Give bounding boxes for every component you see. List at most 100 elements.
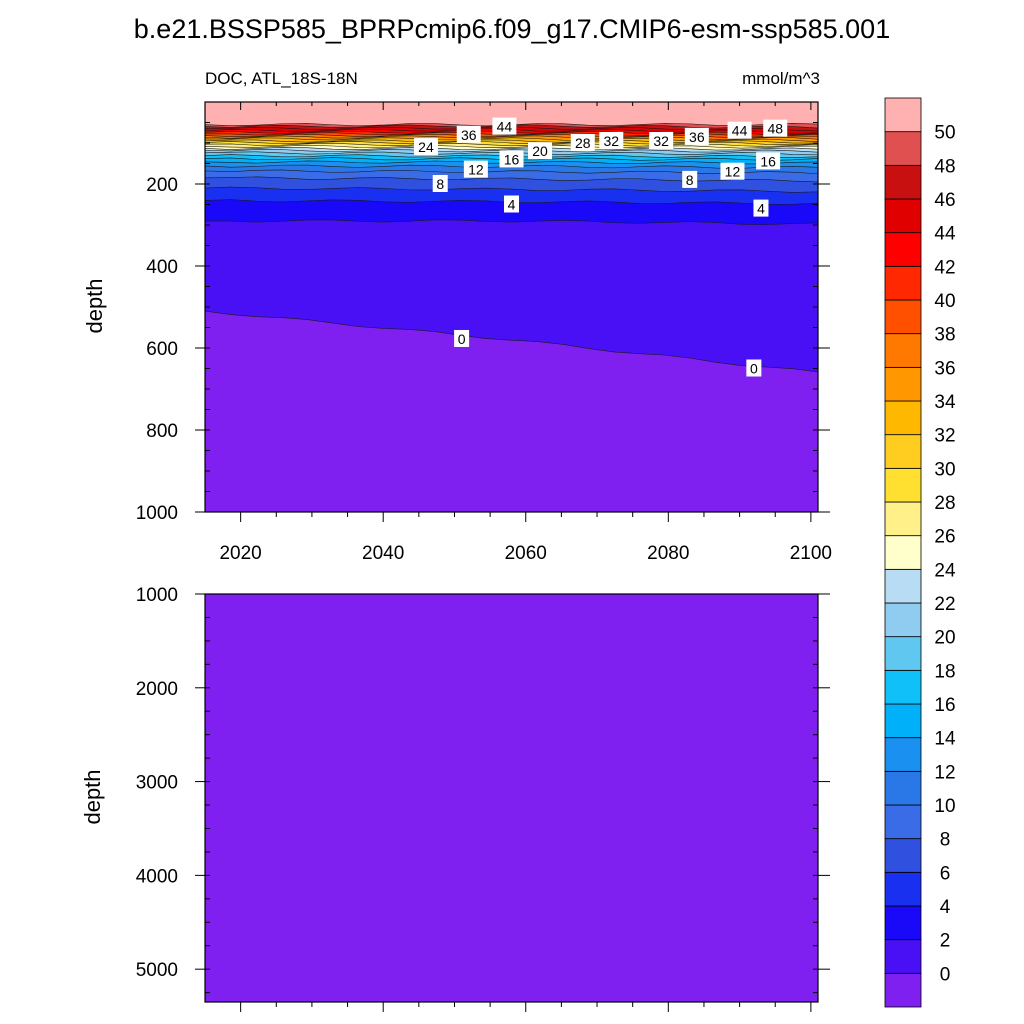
contour-label-text: 36 bbox=[461, 127, 477, 143]
lower-panel bbox=[204, 593, 819, 1003]
contour-label-box bbox=[456, 125, 481, 143]
contour-label: 4 bbox=[504, 195, 519, 213]
contour-label: 0 bbox=[454, 329, 470, 347]
colorbar-box bbox=[884, 905, 922, 941]
y-tick-label: 400 bbox=[146, 257, 178, 278]
colorbar-label: 36 bbox=[934, 358, 955, 379]
y-tick-label: 200 bbox=[146, 175, 178, 196]
colorbar-box bbox=[884, 164, 922, 200]
contour-label-box bbox=[528, 142, 553, 160]
colorbar-label: 6 bbox=[940, 863, 951, 884]
contour-label-box bbox=[570, 134, 595, 151]
contour-label-text: 4 bbox=[508, 197, 516, 213]
colorbar-label: 42 bbox=[934, 257, 955, 278]
contour-label: 44 bbox=[492, 117, 517, 135]
contour-label: 32 bbox=[649, 131, 674, 149]
contour-label: 8 bbox=[682, 170, 698, 188]
y-tick-label: 1000 bbox=[136, 503, 178, 524]
colorbar-label: 22 bbox=[934, 594, 955, 615]
contour-label-text: 32 bbox=[653, 133, 669, 149]
contour-label: 48 bbox=[763, 119, 788, 137]
contour-label: 28 bbox=[570, 134, 595, 151]
colorbar-label: 32 bbox=[934, 426, 955, 447]
contour-label-text: 8 bbox=[436, 176, 444, 192]
colorbar-label: 14 bbox=[934, 729, 956, 750]
colorbar-label: 4 bbox=[940, 897, 951, 918]
colorbar-label: 30 bbox=[934, 459, 955, 480]
contour-label-text: 8 bbox=[686, 172, 694, 188]
colorbar-box bbox=[884, 636, 922, 671]
colorbar-box bbox=[884, 871, 922, 907]
colorbar-label: 48 bbox=[934, 156, 955, 177]
colorbar-label: 24 bbox=[934, 560, 956, 581]
contour-label-text: 36 bbox=[689, 129, 705, 145]
contour-label: 16 bbox=[499, 150, 524, 168]
colorbar-box bbox=[884, 737, 922, 772]
colorbar-box bbox=[884, 568, 922, 604]
contour-label-text: 16 bbox=[504, 151, 520, 167]
contour-label-box bbox=[454, 329, 470, 347]
contour-label-box bbox=[763, 119, 788, 137]
colorbar-box bbox=[884, 97, 922, 133]
contour-label-box bbox=[753, 199, 769, 217]
contour-label: 12 bbox=[463, 160, 488, 178]
y-tick-label: 600 bbox=[146, 339, 178, 360]
colorbar-label: 46 bbox=[934, 190, 955, 211]
contour-label-box bbox=[413, 138, 438, 156]
colorbar-box bbox=[884, 972, 922, 1008]
contour-label-box bbox=[504, 195, 519, 213]
colorbar-box bbox=[884, 131, 922, 166]
x-tick-label: 2060 bbox=[505, 543, 547, 564]
colorbar-box bbox=[884, 602, 922, 638]
colorbar-label: 44 bbox=[934, 224, 956, 245]
x-tick-label: 2100 bbox=[790, 543, 832, 564]
contour-label: 20 bbox=[528, 142, 553, 160]
colorbar-label: 26 bbox=[934, 527, 955, 548]
contour-label: 12 bbox=[720, 162, 745, 180]
colorbar-label: 12 bbox=[934, 762, 955, 783]
left-string: DOC, ATL_18S-18N bbox=[205, 69, 358, 88]
contour-label-box bbox=[684, 127, 709, 145]
contour-label-box bbox=[746, 359, 762, 377]
contour-label-text: 44 bbox=[732, 123, 748, 139]
contour-label: 16 bbox=[756, 152, 781, 170]
contour-label-box bbox=[432, 175, 448, 192]
colorbar-label: 38 bbox=[934, 325, 955, 346]
contour-label-box bbox=[682, 170, 698, 188]
contour-label-text: 32 bbox=[604, 133, 620, 149]
contour-label-text: 48 bbox=[767, 121, 783, 137]
x-tick-label: 2020 bbox=[219, 543, 261, 564]
x-axis: 2020 2040 2060 20 8 0 2100 bbox=[219, 102, 832, 1012]
contour-label-box bbox=[599, 131, 624, 149]
colorbar-label: 8 bbox=[940, 830, 951, 851]
colorbar-box bbox=[884, 467, 922, 503]
colorbar-label: 18 bbox=[934, 661, 955, 682]
contour-label-text: 24 bbox=[418, 139, 434, 155]
contour-label: 4 bbox=[753, 199, 769, 217]
colorbar-box bbox=[884, 366, 922, 402]
colorbar-box bbox=[884, 434, 922, 469]
contour-label: 24 bbox=[413, 138, 438, 156]
colorbar-label: 34 bbox=[934, 392, 956, 413]
colorbar-box bbox=[884, 501, 922, 537]
contour-label-box bbox=[499, 150, 524, 168]
x-tick-label: 2040 bbox=[362, 543, 404, 564]
colorbar-box bbox=[884, 265, 922, 301]
contour-label: 32 bbox=[599, 131, 624, 149]
contour-label-box bbox=[649, 131, 674, 149]
upper-panel bbox=[204, 101, 819, 513]
contour-label: 44 bbox=[727, 121, 752, 139]
colorbar-box bbox=[884, 703, 922, 739]
contour-label-text: 12 bbox=[725, 164, 741, 180]
colorbar-box bbox=[884, 198, 922, 234]
contour-label-text: 4 bbox=[757, 201, 765, 217]
colorbar-box bbox=[884, 232, 922, 267]
figure-title: b.e21.BSSP585_BPRPcmip6.f09_g17.CMIP6-es… bbox=[134, 14, 890, 44]
contour-label: 36 bbox=[684, 127, 709, 145]
colorbar-label: 0 bbox=[940, 964, 951, 985]
colorbar-label: 40 bbox=[934, 291, 955, 312]
contour-label-box bbox=[463, 160, 488, 178]
colorbar-label: 10 bbox=[934, 796, 955, 817]
